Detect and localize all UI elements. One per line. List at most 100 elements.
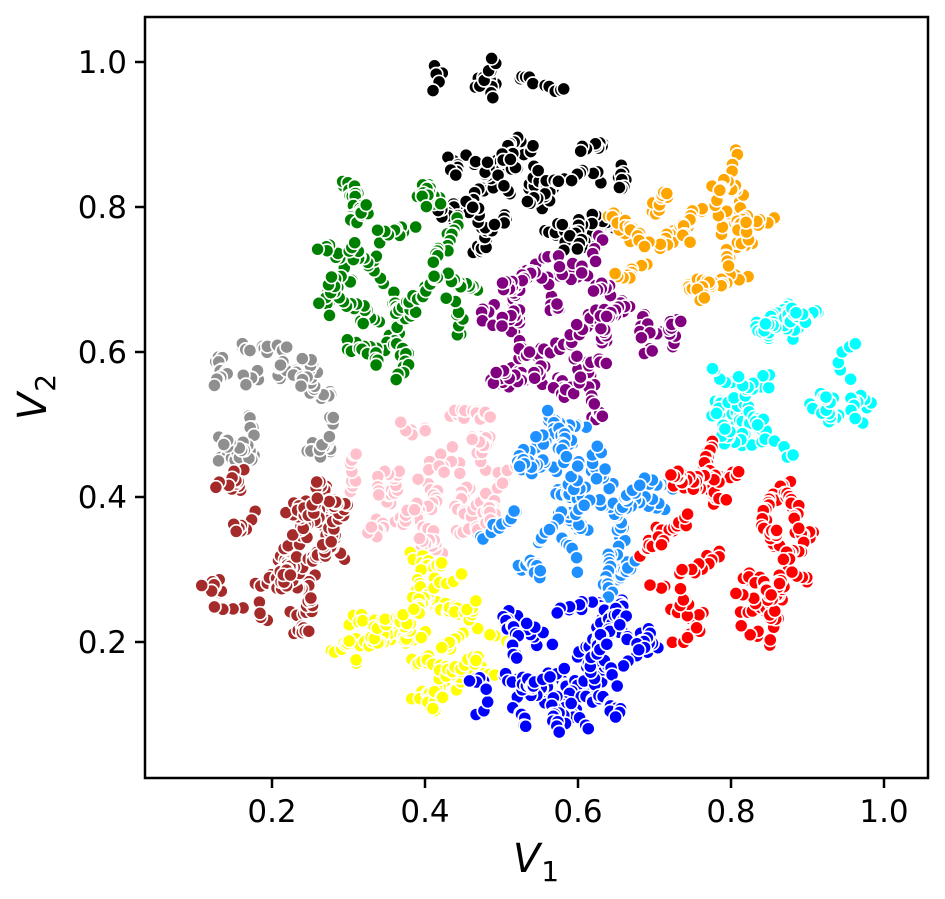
x-tick-label: 1.0 xyxy=(859,794,908,830)
scatter-point xyxy=(309,474,325,490)
scatter-point xyxy=(206,599,222,615)
scatter-point xyxy=(322,307,337,323)
scatter-point xyxy=(569,564,585,580)
cluster-brown xyxy=(194,462,355,641)
scatter-point xyxy=(410,471,426,487)
scatter-point xyxy=(843,371,859,387)
cluster-dodgerblue xyxy=(473,403,689,605)
scatter-point xyxy=(426,268,442,284)
scatter-point xyxy=(368,357,384,373)
scatter-point xyxy=(495,275,510,291)
scatter-point xyxy=(589,471,604,487)
scatter-point xyxy=(488,365,504,380)
cluster-yellow xyxy=(323,545,515,718)
scatter-point xyxy=(273,357,288,373)
scatter-point xyxy=(569,348,585,364)
cluster-red xyxy=(632,433,821,653)
scatter-point xyxy=(358,197,374,213)
scatter-point xyxy=(348,446,364,462)
axes-border xyxy=(143,15,930,780)
scatter-point xyxy=(712,182,728,198)
scatter-point xyxy=(482,627,498,643)
scatter-point xyxy=(540,403,556,418)
scatter-point xyxy=(594,408,610,424)
scatter-point xyxy=(556,81,572,97)
x-axis-label: V1 xyxy=(513,836,559,888)
scatter-point xyxy=(228,523,244,539)
points-layer xyxy=(194,50,879,740)
scatter-point xyxy=(417,423,433,439)
scatter-point xyxy=(818,389,834,405)
scatter-point xyxy=(569,550,585,566)
scatter-point xyxy=(324,269,339,285)
scatter-point xyxy=(341,633,357,649)
scatter-point xyxy=(637,239,652,254)
x-tick-label: 0.8 xyxy=(706,794,755,830)
scatter-point xyxy=(527,370,543,386)
scatter-point xyxy=(721,258,737,274)
scatter-point xyxy=(494,318,510,334)
y-tick-label: 0.4 xyxy=(78,480,127,516)
scatter-point xyxy=(564,173,580,189)
scatter-point xyxy=(406,601,422,617)
scatter-point xyxy=(549,296,565,312)
scatter-point xyxy=(680,506,696,522)
scatter-point xyxy=(252,605,268,621)
scatter-point xyxy=(525,76,541,92)
y-tick-label: 1.0 xyxy=(78,45,127,81)
scatter-point xyxy=(758,316,773,332)
cluster-cyan xyxy=(704,296,879,465)
scatter-point xyxy=(436,464,452,480)
scatter-point xyxy=(563,469,579,485)
scatter-point xyxy=(755,368,771,384)
scatter-point xyxy=(435,689,451,705)
scatter-point xyxy=(242,343,258,358)
scatter-point xyxy=(673,581,688,597)
scatter-point xyxy=(468,593,484,609)
scatter-point xyxy=(784,564,800,580)
x-axis-label-sub: 1 xyxy=(541,855,559,888)
x-tick-label: 0.4 xyxy=(400,794,449,830)
scatter-point xyxy=(294,351,310,367)
scatter-point xyxy=(434,640,450,655)
x-axis-ticks: 0.2 0.4 0.6 0.8 1.0 xyxy=(247,778,909,830)
scatter-point xyxy=(301,623,317,639)
scatter-point xyxy=(589,438,605,454)
cluster-gray xyxy=(206,335,341,469)
scatter-point xyxy=(408,219,424,235)
scatter-point xyxy=(569,241,585,257)
scatter-point xyxy=(788,305,804,321)
scatter-point xyxy=(631,642,647,658)
scatter-point xyxy=(303,590,319,606)
scatter-point xyxy=(425,701,441,716)
scatter-point xyxy=(742,627,758,643)
scatter-point xyxy=(563,695,579,711)
scatter-point xyxy=(464,431,480,447)
scatter-point xyxy=(573,369,588,385)
scatter-point xyxy=(593,321,609,337)
scatter-point xyxy=(482,409,498,425)
scatter-point xyxy=(434,555,450,571)
y-axis-label: V2 xyxy=(10,374,62,420)
scatter-point xyxy=(718,492,734,508)
scatter-point xyxy=(425,83,441,99)
scatter-point xyxy=(512,458,528,474)
scatter-point xyxy=(674,562,690,578)
scatter-point xyxy=(208,479,224,495)
scatter-point xyxy=(282,567,298,583)
scatter-point xyxy=(586,396,602,412)
scatter-point xyxy=(495,475,511,491)
scatter-point xyxy=(542,669,558,685)
scatter-point xyxy=(452,465,468,481)
scatter-point xyxy=(750,417,766,433)
scatter-point xyxy=(599,636,615,652)
scatter-point xyxy=(709,405,724,421)
scatter-point xyxy=(574,265,590,281)
scatter-point xyxy=(673,313,689,329)
scatter-point xyxy=(407,502,423,518)
scatter-point xyxy=(680,630,695,646)
scatter-point xyxy=(502,151,518,167)
cluster-orange xyxy=(601,142,782,308)
scatter-point xyxy=(731,369,747,385)
